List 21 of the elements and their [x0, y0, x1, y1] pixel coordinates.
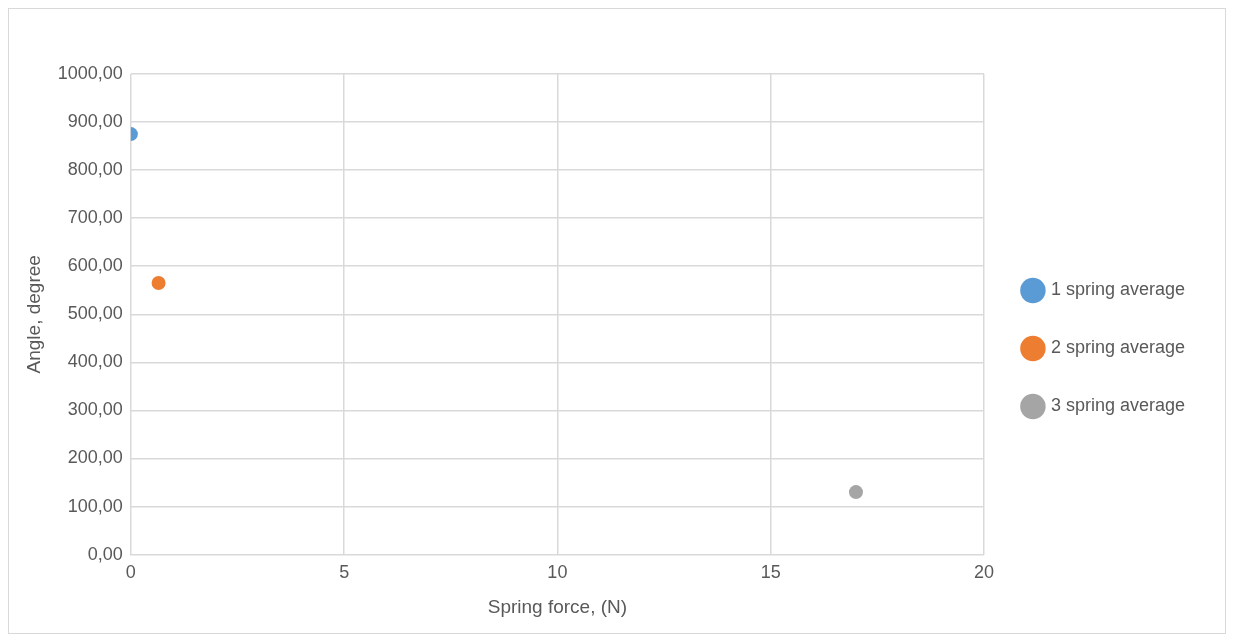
y-tick-label: 600,00: [67, 255, 123, 276]
legend-label: 2 spring average: [1050, 337, 1186, 358]
x-axis-title: Spring force, (N): [487, 595, 628, 617]
y-tick-label: 700,00: [67, 207, 123, 228]
y-tick-label: 300,00: [67, 399, 123, 420]
y-tick-label: 400,00: [67, 351, 123, 372]
x-tick-label: 10: [547, 562, 568, 583]
y-tick-label: 1000,00: [57, 62, 123, 83]
y-tick-label: 200,00: [67, 447, 123, 468]
x-tick-label: 5: [339, 562, 350, 583]
x-tick-label: 20: [973, 562, 994, 583]
y-tick-label: 900,00: [67, 111, 123, 132]
y-axis-title: Angle, degree: [22, 255, 44, 374]
x-tick-label: 0: [125, 562, 136, 583]
y-tick-label: 100,00: [67, 495, 123, 516]
y-tick-label: 800,00: [67, 159, 123, 180]
legend-label: 1 spring average: [1050, 279, 1186, 300]
y-tick-label: 500,00: [67, 303, 123, 324]
y-tick-label: 0,00: [87, 543, 123, 564]
legend-label: 3 spring average: [1050, 395, 1186, 416]
x-tick-label: 15: [760, 562, 781, 583]
